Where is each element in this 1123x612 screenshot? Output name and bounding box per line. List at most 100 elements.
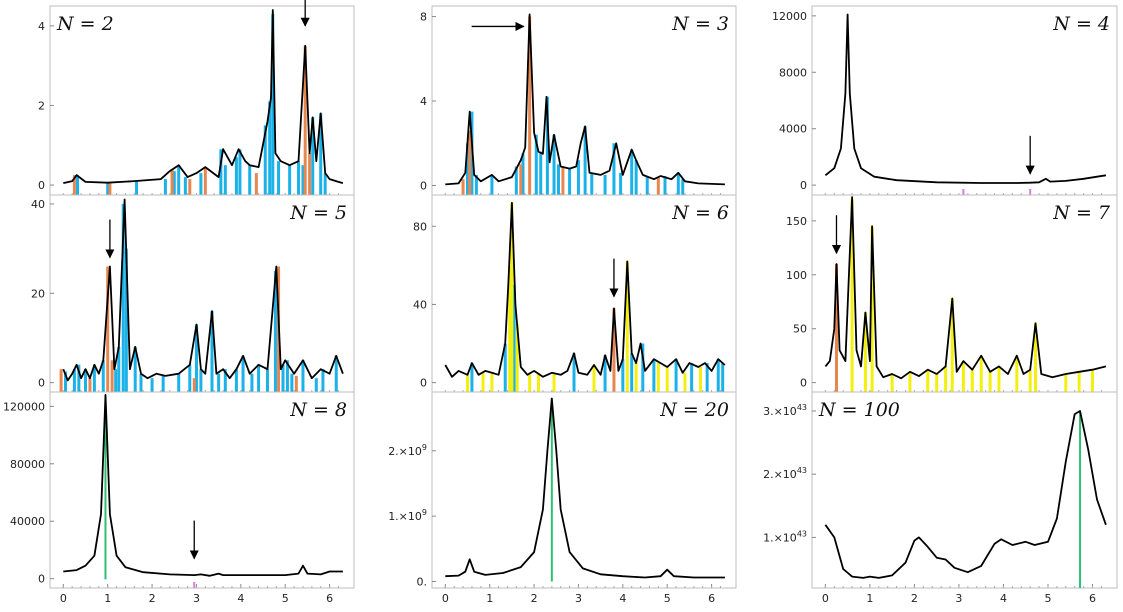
spectrum-curve [63, 394, 343, 577]
panel-2: 0 4 8 N = 3 [420, 5, 737, 196]
y-tick-label: 4000 [779, 123, 807, 136]
y-tick-text: 8000 [779, 66, 807, 79]
x-tick-label: 5 [1044, 592, 1051, 605]
y-tick-label: 8000 [779, 66, 807, 79]
y-tick-label: 12000 [772, 10, 807, 23]
x-tick-label: 5 [282, 592, 289, 605]
y-tick-text: 120000 [3, 400, 45, 413]
panel-frame [49, 194, 355, 393]
spectrum-curve [445, 13, 725, 186]
spectrum-curve [824, 13, 1107, 184]
y-tick-text: 80 [413, 220, 427, 233]
y-tick-label: 0. [417, 575, 428, 588]
y-tick-text: 1.×10 [763, 531, 797, 544]
x-tick-label: 2 [531, 592, 538, 605]
y-tick-text: 0 [38, 179, 45, 192]
y-tick-text: 40 [31, 198, 45, 211]
y-tick-text: 0 [38, 573, 45, 586]
x-tick-label: 2 [149, 592, 156, 605]
y-tick-label: 80 [413, 220, 427, 233]
y-tick-label: 40 [413, 298, 427, 311]
y-tick-text: 2.×10 [763, 468, 797, 481]
y-tick-text: 0 [38, 377, 45, 390]
y-tick-text: 4 [420, 95, 427, 108]
panel-frame [811, 391, 1118, 589]
y-tick-exponent: 9 [422, 508, 427, 517]
y-tick-text: 2.×10 [388, 445, 422, 458]
x-tick-label: 1 [486, 592, 493, 605]
x-tick-label: 1 [866, 592, 873, 605]
y-tick-exponent: 43 [797, 466, 807, 475]
y-tick-label: 0 [800, 179, 807, 192]
panel-label: N = 2 [56, 13, 114, 35]
panel-6: 0 50 100 150 N = 7 [786, 194, 1118, 393]
y-tick-text: 8 [420, 11, 427, 24]
y-tick-exponent: 43 [797, 403, 807, 412]
spectrum-curve [63, 9, 344, 184]
y-tick-label: 80000 [10, 458, 45, 471]
y-tick-text: 0 [420, 377, 427, 390]
y-tick-text: 0. [417, 575, 428, 588]
panel-5: 0 40 80 N = 6 [413, 194, 737, 393]
x-tick-label: 6 [708, 592, 715, 605]
x-tick-label: 4 [237, 592, 244, 605]
spectrum-curve [444, 201, 726, 378]
y-tick-label: 8 [420, 11, 427, 24]
y-tick-text: 1.×10 [388, 510, 422, 523]
x-tick-label: 5 [664, 592, 671, 605]
y-tick-label: 0 [38, 377, 45, 390]
panel-label: N = 100 [818, 399, 900, 421]
x-tick-label: 3 [193, 592, 200, 605]
y-tick-text: 20 [31, 287, 45, 300]
panel-7: 0 40000 80000 120000 0 1 2 3 4 5 6 N = 8 [3, 391, 355, 605]
y-tick-text: 80000 [10, 458, 45, 471]
spectrum-curve [62, 198, 344, 382]
y-tick-label: 20 [31, 287, 45, 300]
x-tick-label: 6 [1089, 592, 1096, 605]
y-tick-label: 100 [786, 269, 807, 282]
x-tick-label: 1 [104, 592, 111, 605]
y-tick-text: 4000 [779, 123, 807, 136]
y-tick-label: 4 [420, 95, 427, 108]
panel-4: 0 20 40 N = 5 [31, 194, 355, 393]
x-tick-label: 0 [442, 592, 449, 605]
y-tick-label: 1.×1043 [763, 529, 807, 544]
y-tick-text: 100 [786, 269, 807, 282]
y-tick-label: 0 [420, 377, 427, 390]
y-tick-text: 50 [793, 323, 807, 336]
panel-label: N = 4 [1052, 13, 1110, 35]
y-tick-text: 0 [800, 179, 807, 192]
y-tick-exponent: 43 [797, 529, 807, 538]
y-tick-label: 0 [38, 573, 45, 586]
panel-label: N = 5 [289, 202, 347, 224]
x-tick-label: 4 [619, 592, 626, 605]
y-tick-exponent: 9 [422, 443, 427, 452]
panel-label: N = 7 [1052, 202, 1111, 224]
panel-label: N = 8 [289, 399, 347, 421]
y-tick-text: 2 [38, 99, 45, 112]
panel-1: 0 2 4 N = 2 [38, 0, 355, 196]
y-tick-label: 40000 [10, 515, 45, 528]
y-tick-text: 40 [413, 298, 427, 311]
panel-frame [49, 391, 355, 589]
y-tick-label: 2.×1043 [763, 466, 807, 481]
y-tick-text: 0 [420, 179, 427, 192]
spectrum-curve [824, 196, 1107, 380]
x-tick-label: 2 [911, 592, 918, 605]
x-tick-label: 4 [1000, 592, 1007, 605]
y-tick-text: 3.×10 [763, 405, 797, 418]
y-tick-label: 2.×109 [388, 443, 427, 458]
panel-label: N = 6 [671, 202, 729, 224]
y-tick-text: 150 [786, 215, 807, 228]
spectrum-curve [824, 410, 1107, 579]
y-tick-text: 40000 [10, 515, 45, 528]
x-tick-label: 0 [822, 592, 829, 605]
y-tick-label: 0 [38, 179, 45, 192]
y-tick-label: 1.×109 [388, 508, 427, 523]
y-tick-text: 4 [38, 20, 45, 33]
y-tick-text: 0 [800, 377, 807, 390]
y-tick-label: 120000 [3, 400, 45, 413]
